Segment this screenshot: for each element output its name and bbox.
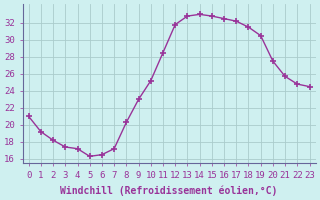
X-axis label: Windchill (Refroidissement éolien,°C): Windchill (Refroidissement éolien,°C) (60, 185, 278, 196)
